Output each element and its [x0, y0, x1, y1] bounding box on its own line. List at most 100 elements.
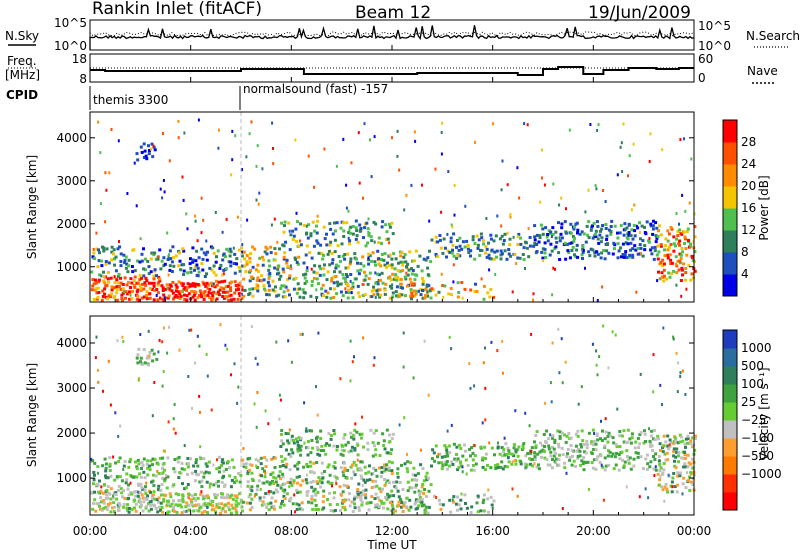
echo-cell [623, 460, 627, 464]
echo-cell [672, 337, 675, 341]
echo-cell [383, 292, 387, 296]
echo-cell [342, 483, 346, 487]
echo-cell [521, 444, 525, 448]
echo-cell [358, 223, 362, 227]
echo-cell [475, 234, 479, 238]
echo-cell [686, 434, 690, 438]
echo-cell [237, 248, 241, 252]
echo-cell [456, 239, 459, 242]
colorbar-swatch [723, 366, 737, 385]
echo-cell [178, 471, 182, 475]
echo-cell [547, 447, 551, 451]
echo-cell [288, 428, 291, 432]
echo-cell [155, 288, 159, 291]
echo-cell [570, 448, 574, 452]
echo-cell [558, 435, 562, 438]
echo-cell [489, 237, 493, 241]
echo-cell [98, 504, 101, 508]
echo-cell [191, 504, 195, 508]
echo-cell [332, 444, 336, 448]
echo-cell [150, 251, 154, 255]
echo-cell [661, 488, 665, 492]
echo-cell [581, 257, 584, 260]
echo-cell [471, 464, 475, 467]
echo-cell [584, 210, 587, 214]
echo-cell [356, 467, 360, 471]
echo-cell [370, 472, 373, 476]
echo-cell [590, 440, 594, 444]
echo-cell [672, 472, 676, 475]
echo-cell [331, 232, 335, 236]
echo-cell [639, 246, 643, 250]
ytick-label: 3000 [56, 174, 87, 188]
echo-cell [625, 449, 629, 453]
echo-cell [304, 478, 308, 482]
echo-cell [438, 452, 442, 456]
echo-cell [364, 488, 368, 492]
echo-cell [122, 340, 125, 343]
echo-cell [593, 254, 597, 258]
echo-cell [197, 509, 201, 513]
echo-cell [109, 487, 113, 491]
echo-cell [242, 462, 246, 466]
echo-cell [619, 223, 623, 227]
echo-cell [421, 183, 423, 187]
echo-cell [507, 456, 510, 460]
echo-cell [496, 445, 500, 449]
echo-cell [311, 220, 315, 224]
echo-cell [423, 488, 427, 491]
echo-cell [632, 464, 636, 468]
echo-cell [163, 296, 166, 300]
echo-cell [233, 506, 237, 510]
echo-cell [168, 492, 172, 496]
echo-cell [348, 504, 352, 508]
echo-cell [388, 225, 392, 229]
echo-cell [464, 449, 467, 453]
echo-cell [609, 434, 612, 438]
echo-cell [120, 491, 124, 495]
echo-cell [242, 447, 245, 451]
echo-cell [180, 505, 184, 509]
echo-cell [653, 474, 656, 477]
echo-cell [203, 471, 206, 475]
echo-cell [424, 258, 428, 262]
echo-cell [223, 483, 227, 487]
echo-cell [386, 507, 390, 511]
echo-cell [250, 471, 254, 475]
echo-cell [317, 251, 321, 255]
echo-cell [654, 452, 658, 456]
echo-cell [200, 479, 204, 483]
echo-cell [552, 182, 555, 186]
echo-cell [157, 484, 161, 488]
colorbar-frame [722, 119, 738, 297]
echo-cell [222, 296, 226, 300]
echo-cell [109, 510, 113, 514]
station-title: Rankin Inlet (fitACF) [92, 0, 262, 19]
echo-cell [111, 506, 114, 510]
echo-cell [110, 292, 113, 296]
echo-cell [406, 470, 410, 474]
echo-cell [672, 242, 676, 246]
echo-cell [256, 289, 260, 293]
echo-cell [596, 299, 599, 302]
echo-cell [683, 137, 685, 141]
echo-cell [209, 281, 213, 285]
echo-cell [659, 475, 662, 479]
echo-cell [576, 228, 580, 232]
echo-cell [328, 263, 332, 267]
echo-cell [572, 235, 575, 239]
echo-cell [122, 290, 125, 293]
echo-cell [591, 224, 594, 228]
echo-cell [449, 287, 453, 290]
echo-cell [395, 278, 399, 282]
echo-cell [342, 221, 345, 225]
echo-cell [256, 484, 260, 488]
echo-cell [580, 429, 584, 433]
echo-cell [262, 495, 266, 499]
echo-cell [438, 238, 442, 242]
echo-cell [206, 250, 209, 254]
echo-cell [592, 221, 596, 225]
echo-cell [428, 284, 431, 288]
echo-cell [162, 293, 166, 297]
